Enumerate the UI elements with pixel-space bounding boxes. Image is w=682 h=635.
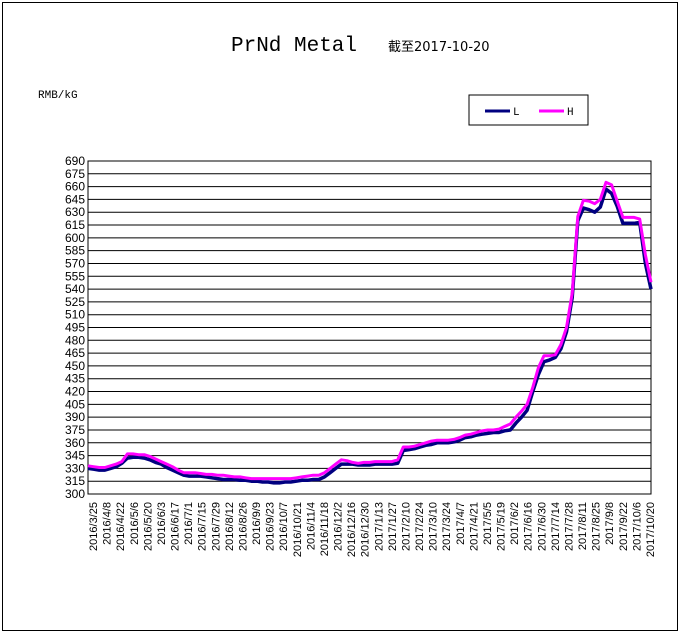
y-tick-label: 570 bbox=[65, 256, 85, 270]
x-tick-label: 2016/5/6 bbox=[129, 502, 141, 545]
x-tick-label: 2017/1/13 bbox=[373, 502, 385, 551]
x-tick-label: 2017/1/27 bbox=[387, 502, 399, 551]
x-tick-label: 2016/12/30 bbox=[360, 502, 372, 557]
y-tick-label: 690 bbox=[65, 154, 85, 168]
x-tick-label: 2016/7/29 bbox=[210, 502, 222, 551]
y-tick-label: 630 bbox=[65, 205, 85, 219]
x-tick-label: 2016/4/8 bbox=[102, 502, 114, 545]
x-tick-label: 2016/6/3 bbox=[156, 502, 168, 545]
x-tick-label: 2017/7/14 bbox=[550, 502, 562, 551]
y-tick-label: 420 bbox=[65, 385, 85, 399]
y-tick-label: 540 bbox=[65, 282, 85, 296]
x-tick-label: 2016/11/18 bbox=[319, 502, 331, 556]
x-tick-label: 2017/5/5 bbox=[482, 502, 494, 545]
y-tick-label: 450 bbox=[65, 359, 85, 373]
y-tick-label: 300 bbox=[65, 487, 85, 501]
x-tick-label: 2016/7/15 bbox=[197, 502, 209, 551]
x-tick-label: 2016/9/23 bbox=[265, 502, 277, 551]
chart-subtitle: 截至2017-10-20 bbox=[388, 40, 490, 55]
plot-area: 3003153303453603753904054204354504654804… bbox=[65, 154, 657, 557]
y-tick-label: 510 bbox=[65, 308, 85, 322]
x-tick-label: 2016/8/26 bbox=[237, 502, 249, 551]
y-tick-label: 345 bbox=[65, 449, 85, 463]
x-tick-label: 2017/8/25 bbox=[591, 502, 603, 551]
x-tick-label: 2016/11/4 bbox=[305, 502, 317, 550]
x-tick-label: 2016/6/17 bbox=[170, 502, 182, 551]
y-tick-label: 555 bbox=[65, 269, 85, 283]
y-tick-label: 585 bbox=[65, 244, 85, 258]
x-tick-label: 2016/12/2 bbox=[333, 502, 345, 551]
y-axis-unit: RMB/kG bbox=[38, 90, 78, 102]
x-tick-label: 2017/10/20 bbox=[645, 502, 657, 557]
plot-border bbox=[87, 160, 652, 495]
y-tick-label: 495 bbox=[65, 321, 85, 335]
x-tick-label: 2017/7/28 bbox=[563, 502, 575, 551]
x-tick-label: 2016/10/21 bbox=[292, 502, 304, 557]
x-tick-label: 2017/3/10 bbox=[428, 502, 440, 551]
y-tick-label: 330 bbox=[65, 461, 85, 475]
y-tick-label: 525 bbox=[65, 295, 85, 309]
x-tick-label: 2016/8/12 bbox=[224, 502, 236, 551]
y-tick-label: 315 bbox=[65, 474, 85, 488]
x-tick-label: 2017/4/21 bbox=[468, 502, 480, 551]
y-tick-label: 645 bbox=[65, 192, 85, 206]
x-tick-label: 2017/8/11 bbox=[577, 502, 589, 550]
x-tick-label: 2017/6/16 bbox=[523, 502, 535, 551]
legend: L H bbox=[468, 94, 589, 126]
y-tick-label: 675 bbox=[65, 167, 85, 181]
x-tick-label: 2017/9/8 bbox=[604, 502, 616, 545]
x-tick-label: 2016/3/25 bbox=[88, 502, 100, 551]
y-tick-label: 435 bbox=[65, 372, 85, 386]
x-tick-label: 2017/6/30 bbox=[536, 502, 548, 551]
y-tick-label: 375 bbox=[65, 423, 85, 437]
x-tick-label: 2017/9/22 bbox=[618, 502, 630, 551]
x-tick-label: 2017/2/10 bbox=[400, 502, 412, 551]
legend-label-l: L bbox=[513, 107, 520, 119]
x-tick-label: 2016/7/1 bbox=[183, 502, 195, 545]
y-tick-label: 615 bbox=[65, 218, 85, 232]
y-tick-label: 390 bbox=[65, 410, 85, 424]
x-tick-label: 2016/5/20 bbox=[142, 502, 154, 551]
chart-title: PrNd Metal bbox=[231, 35, 357, 58]
series-line-h bbox=[87, 180, 653, 481]
x-tick-label: 2016/12/16 bbox=[346, 502, 358, 557]
y-tick-label: 405 bbox=[65, 397, 85, 411]
y-tick-label: 600 bbox=[65, 231, 85, 245]
x-tick-label: 2016/4/22 bbox=[115, 502, 127, 551]
x-tick-label: 2016/9/9 bbox=[251, 502, 263, 545]
x-tick-label: 2017/4/7 bbox=[455, 502, 467, 545]
y-tick-label: 465 bbox=[65, 346, 85, 360]
y-tick-label: 480 bbox=[65, 333, 85, 347]
x-tick-label: 2017/3/24 bbox=[441, 502, 453, 551]
y-tick-label: 660 bbox=[65, 180, 85, 194]
y-tick-label: 360 bbox=[65, 436, 85, 450]
series-line-l bbox=[87, 187, 653, 485]
x-tick-label: 2017/6/2 bbox=[509, 502, 521, 545]
x-tick-label: 2016/10/7 bbox=[278, 502, 290, 551]
legend-label-h: H bbox=[567, 107, 574, 119]
x-tick-label: 2017/10/6 bbox=[631, 502, 643, 551]
x-tick-label: 2017/5/19 bbox=[496, 502, 508, 551]
x-tick-label: 2017/2/24 bbox=[414, 502, 426, 551]
